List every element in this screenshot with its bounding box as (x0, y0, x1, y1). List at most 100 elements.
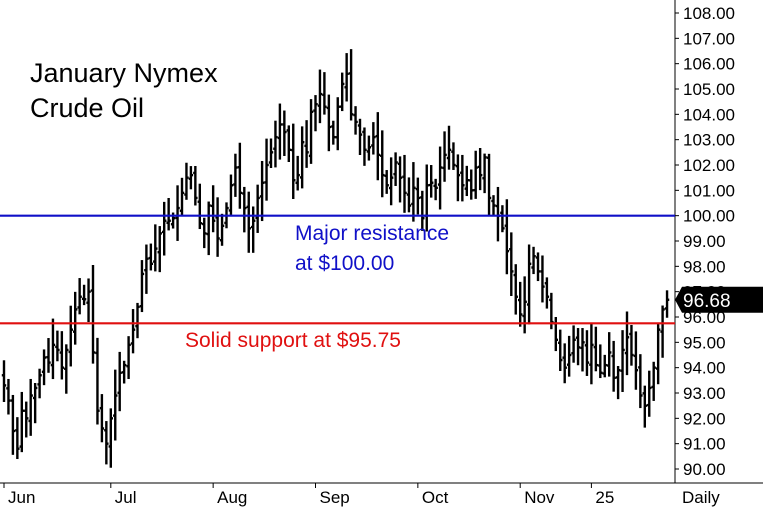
x-axis: Jun Jul Aug Sep Oct Nov 25 (3, 483, 614, 507)
ohlc-bar (371, 122, 376, 155)
ohlc-bar (522, 276, 527, 334)
level-lines (0, 214, 675, 325)
ohlc-bar (566, 335, 572, 377)
ohlc-bar (366, 135, 372, 161)
ohlc-bar (562, 343, 567, 384)
ohlc-bar (397, 156, 403, 203)
ohlc-bar (558, 329, 563, 371)
ohlc-bar (615, 366, 621, 400)
ohlc-bar (202, 217, 207, 249)
ohlc-bar (215, 197, 220, 257)
chart-title-line-2: Crude Oil (30, 93, 144, 123)
ohlc-bar (544, 277, 550, 309)
ohlc-bar (531, 246, 536, 275)
x-tick-label: Jun (8, 488, 35, 507)
ohlc-bar (135, 302, 140, 339)
ohlc-bar (28, 378, 33, 436)
ohlc-bar (24, 401, 29, 438)
ohlc-bar (575, 328, 581, 366)
y-tick-label: 99.00 (683, 232, 726, 251)
ohlc-bar (64, 344, 69, 394)
ohlc-bar (469, 169, 474, 200)
ohlc-bar (197, 183, 202, 230)
ohlc-bar (108, 408, 113, 468)
ohlc-bar (415, 177, 421, 215)
chart-title-line-1: January Nymex (30, 58, 218, 88)
ohlc-bar (535, 252, 541, 282)
ohlc-bar (77, 278, 82, 315)
ohlc-bar (148, 243, 154, 271)
ohlc-bar (442, 131, 447, 182)
ohlc-bar (455, 154, 461, 202)
ohlc-bar (50, 318, 56, 380)
y-tick-label: 94.00 (683, 359, 726, 378)
ohlc-bar (166, 197, 171, 231)
ohlc-bar (41, 349, 47, 386)
ohlc-bar (73, 291, 78, 345)
ohlc-bar (291, 123, 296, 200)
ohlc-bar (624, 311, 630, 376)
ohlc-bar (611, 340, 616, 392)
ohlc-bar (188, 166, 194, 190)
ohlc-bar (326, 94, 332, 152)
y-tick-label: 91.00 (683, 435, 726, 454)
ohlc-bar (117, 351, 122, 412)
ohlc-bar (242, 186, 247, 233)
price-bars (1, 49, 670, 468)
ohlc-bar (540, 255, 545, 303)
ohlc-bar (402, 154, 407, 213)
ohlc-bar (473, 150, 478, 199)
ohlc-bar (331, 120, 336, 145)
ohlc-bar (6, 378, 11, 415)
ohlc-bar (411, 162, 416, 222)
ohlc-bar (15, 417, 20, 460)
ohlc-bar (55, 330, 60, 362)
ohlc-bar (317, 69, 323, 124)
ohlc-bar (286, 125, 291, 163)
x-tick-label: Oct (422, 488, 449, 507)
ohlc-bar (1, 360, 7, 402)
y-tick-label: 105.00 (683, 80, 735, 99)
ohlc-bar (518, 281, 523, 327)
ohlc-bar (353, 106, 358, 135)
ohlc-bar (193, 166, 198, 206)
ohlc-bar (486, 153, 492, 216)
ohlc-bar (322, 72, 327, 115)
ohlc-bar (571, 325, 576, 363)
ohlc-bar (491, 195, 496, 217)
ohlc-bar (344, 53, 349, 102)
ohlc-bar (598, 344, 603, 379)
ohlc-bar (206, 201, 211, 256)
last-price-tag-bg (675, 286, 763, 313)
ohlc-bar (179, 177, 185, 216)
y-tick-label: 106.00 (683, 55, 735, 74)
ohlc-bar (130, 309, 136, 354)
ohlc-bar (429, 165, 434, 198)
ohlc-bar (629, 324, 634, 366)
ohlc-bar (607, 332, 612, 377)
ohlc-bar (304, 120, 309, 168)
resistance-label-line-1: Major resistance (295, 222, 449, 245)
ohlc-bar (104, 421, 109, 465)
ohlc-bar (277, 103, 283, 160)
ohlc-bar (19, 391, 24, 453)
y-tick-label: 90.00 (683, 460, 726, 479)
y-tick-label: 93.00 (683, 384, 726, 403)
ohlc-bar (259, 160, 265, 222)
ohlc-bar (233, 153, 238, 197)
ohlc-bar (95, 337, 100, 425)
ohlc-bar (255, 184, 260, 233)
ohlc-bar (162, 201, 167, 256)
ohlc-bar (357, 118, 363, 156)
ohlc-bar (90, 264, 96, 364)
ohlc-bar (553, 316, 558, 352)
timeframe-label: Daily (682, 488, 720, 507)
ohlc-bar (651, 361, 656, 401)
ohlc-bar (175, 185, 180, 241)
x-tick-label: Sep (320, 488, 350, 507)
ohlc-bar (37, 368, 42, 399)
ohlc-bar (340, 72, 345, 112)
ohlc-bar (593, 326, 599, 372)
ohlc-bar (526, 244, 532, 325)
x-tick-label: Aug (217, 488, 247, 507)
